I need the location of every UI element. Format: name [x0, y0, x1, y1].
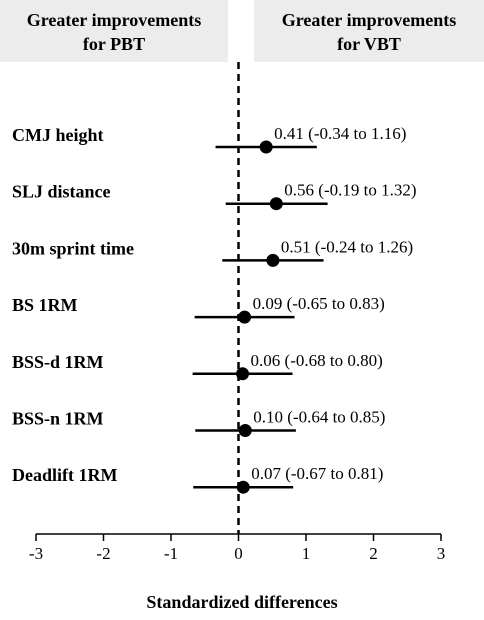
row-label: Deadlift 1RM — [12, 465, 117, 485]
x-tick-label: 2 — [369, 544, 378, 563]
x-tick-label: 0 — [234, 544, 243, 563]
estimate-label: 0.06 (-0.68 to 0.80) — [251, 351, 383, 370]
header-right-line-2: for VBT — [337, 34, 401, 54]
x-tick-label: 1 — [302, 544, 311, 563]
row-label: CMJ height — [12, 125, 104, 145]
x-axis-title: Standardized differences — [146, 592, 337, 612]
x-tick-label: -1 — [164, 544, 178, 563]
header-left-box — [0, 0, 228, 62]
point-estimate — [269, 197, 283, 211]
point-estimate — [238, 310, 252, 324]
estimate-label: 0.07 (-0.67 to 0.81) — [251, 464, 383, 483]
estimate-label: 0.56 (-0.19 to 1.32) — [284, 181, 416, 200]
header-right-line-1: Greater improvements — [282, 10, 456, 30]
row-label: 30m sprint time — [12, 238, 134, 258]
estimate-label: 0.51 (-0.24 to 1.26) — [281, 237, 413, 256]
row-label: SLJ distance — [12, 182, 111, 202]
estimate-label: 0.09 (-0.65 to 0.83) — [253, 294, 385, 313]
row-label: BSS-d 1RM — [12, 352, 104, 372]
estimate-label: 0.41 (-0.34 to 1.16) — [274, 124, 406, 143]
point-estimate — [236, 367, 250, 381]
header-right-box — [254, 0, 484, 62]
header-left-line-2: for PBT — [83, 34, 145, 54]
x-axis-ticks: -3 -2 -1 0 1 2 3 — [29, 534, 445, 563]
x-tick-label: -3 — [29, 544, 43, 563]
x-tick-label: -2 — [96, 544, 110, 563]
row-label: BSS-n 1RM — [12, 409, 104, 429]
row-label: BS 1RM — [12, 295, 78, 315]
point-estimate — [259, 140, 273, 154]
header-left-line-1: Greater improvements — [27, 10, 201, 30]
x-tick-label: 3 — [437, 544, 446, 563]
point-estimate — [238, 424, 252, 437]
estimate-label: 0.10 (-0.64 to 0.85) — [253, 408, 385, 427]
point-estimate — [236, 480, 250, 494]
point-estimate — [266, 253, 280, 267]
chart-marks: CMJ height 0.41 (-0.34 to 1.16) SLJ distan… — [12, 62, 417, 534]
